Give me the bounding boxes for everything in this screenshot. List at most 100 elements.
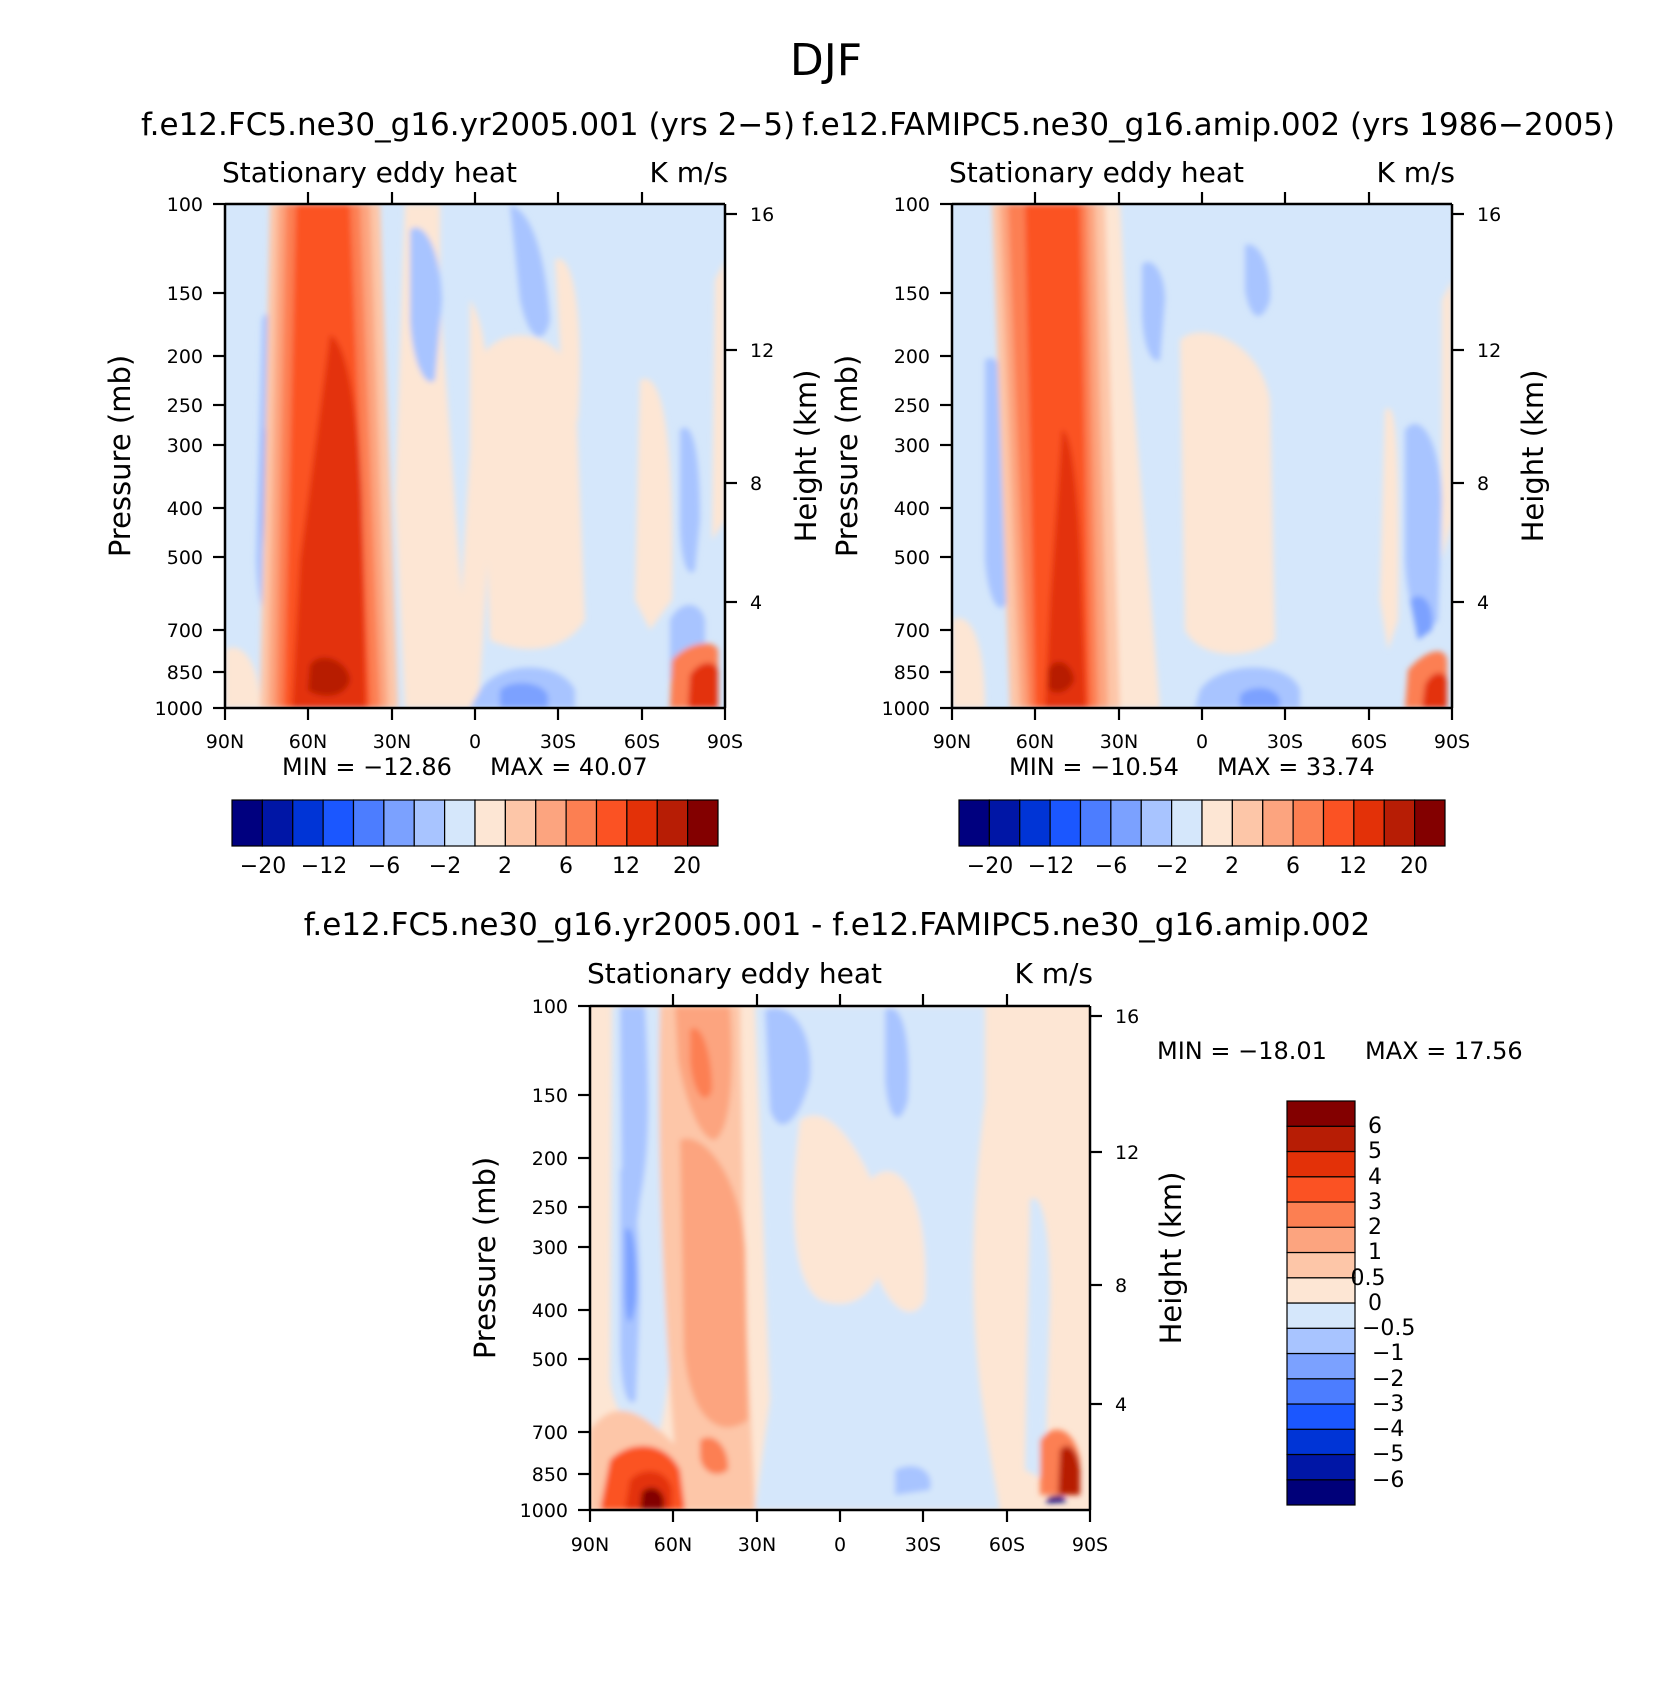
colorbar-cell — [1079, 799, 1112, 847]
colorbar-label: 0.5 — [1351, 1266, 1386, 1291]
y-tick-label: 700 — [532, 1422, 568, 1444]
field-region — [640, 1487, 664, 1510]
y-tick-label: 200 — [532, 1148, 568, 1170]
y-axis: 100 150 200 250 300 400 500 700 850 1000… — [468, 996, 592, 1522]
field-region — [1142, 261, 1165, 361]
x-axis: 90N 60N 30N 0 30S 60S 90S — [933, 192, 1470, 753]
y2-axis: 4 8 12 16 Height (km) — [1450, 204, 1550, 708]
field-region — [1405, 423, 1442, 628]
field-region — [1380, 408, 1399, 650]
colorbar-cell — [1286, 1302, 1356, 1329]
y2-axis: 4 8 12 16 Height (km) — [1088, 1006, 1188, 1510]
y-tick-label: 1000 — [520, 1500, 568, 1522]
field-region — [1410, 596, 1433, 640]
colorbar: 6 5 4 3 2 1 0.5 0 −0.5 −1 −2 −3 −4 −5 −6 — [1286, 1100, 1415, 1506]
field-region — [870, 1171, 926, 1312]
colorbar-cell — [383, 799, 415, 847]
colorbar-label: −3 — [1372, 1392, 1404, 1417]
y2-tick-label: 4 — [750, 592, 762, 614]
panel-top-left: f.e12.FC5.ne30_g16.yr2005.001 (yrs 2−5) … — [103, 107, 823, 879]
field-region — [410, 227, 442, 382]
x-tick-label: 30S — [540, 731, 576, 753]
y2-axis: 4 8 12 16 Height (km) — [723, 204, 823, 708]
y-tick-label: 300 — [894, 435, 930, 457]
colorbar-cell — [444, 799, 476, 847]
x-tick-label: 60N — [289, 731, 327, 753]
panel-difference: f.e12.FC5.ne30_g16.yr2005.001 - f.e12.FA… — [304, 907, 1523, 1556]
x-tick-label: 90N — [933, 731, 971, 753]
panel-subtitle-left: Stationary eddy heat — [949, 156, 1244, 189]
field-region — [1045, 430, 1086, 708]
field-region — [1180, 332, 1275, 654]
y-axis-label: Pressure (mb) — [830, 355, 864, 557]
colorbar-cell — [1286, 1378, 1356, 1405]
y-tick-label: 850 — [532, 1464, 568, 1486]
field-region — [952, 618, 985, 708]
y-tick-label: 700 — [167, 620, 203, 642]
colorbar-label: −12 — [1028, 854, 1074, 879]
y-tick-label: 100 — [167, 194, 203, 216]
y2-tick-label: 12 — [1477, 340, 1501, 362]
colorbar-cell — [474, 799, 506, 847]
page-title: DJF — [790, 35, 862, 86]
colorbar-cell — [565, 799, 598, 847]
y-tick-label: 200 — [894, 346, 930, 368]
colorbar-cell — [687, 799, 719, 847]
x-axis: 90N 60N 30N 0 30S 60S 90S — [571, 994, 1108, 1556]
field-region — [635, 378, 673, 630]
field-region — [712, 260, 725, 540]
max-label: MAX = 40.07 — [490, 753, 648, 781]
field-region — [510, 205, 550, 337]
y2-tick-label: 8 — [1477, 473, 1489, 495]
panel-title: f.e12.FC5.ne30_g16.yr2005.001 (yrs 2−5) — [141, 107, 795, 143]
panel-subtitle-left: Stationary eddy heat — [587, 957, 882, 990]
panel-subtitle-right: K m/s — [1014, 957, 1093, 990]
field-region — [1046, 1495, 1066, 1503]
colorbar-label: −6 — [1095, 854, 1127, 879]
colorbar-cell — [1322, 799, 1355, 847]
colorbar-label: −1 — [1372, 1341, 1404, 1366]
colorbar-cell — [1286, 1403, 1356, 1430]
field-region — [794, 1115, 887, 1304]
y2-axis-label: Height (km) — [1516, 370, 1550, 543]
colorbar: −20 −12 −6 −2 2 6 12 20 — [958, 799, 1446, 879]
colorbar: −20 −12 −6 −2 2 6 12 20 — [231, 799, 719, 879]
colorbar-cell — [1286, 1226, 1356, 1254]
colorbar-cell — [1286, 1251, 1356, 1279]
y-tick-label: 500 — [167, 547, 203, 569]
y-tick-label: 250 — [167, 395, 203, 417]
colorbar-cell — [595, 799, 628, 847]
panel-subtitle-left: Stationary eddy heat — [222, 156, 517, 189]
colorbar-label: 1 — [1368, 1240, 1382, 1265]
colorbar-cell — [1286, 1453, 1356, 1481]
y-tick-label: 200 — [167, 346, 203, 368]
y-tick-label: 150 — [894, 283, 930, 305]
colorbar-cell — [261, 799, 294, 847]
colorbar-cell — [656, 799, 689, 847]
x-tick-label: 30S — [905, 1534, 941, 1556]
contour-field — [952, 204, 1452, 708]
contour-field — [590, 1006, 1090, 1510]
y-axis-label: Pressure (mb) — [468, 1157, 502, 1359]
colorbar-cell — [1286, 1352, 1356, 1380]
field-region — [680, 427, 700, 573]
x-tick-label: 0 — [469, 731, 481, 753]
colorbar-label: −2 — [1156, 854, 1188, 879]
panel-subtitle-right: K m/s — [1376, 156, 1455, 189]
colorbar-cell — [1110, 799, 1142, 847]
field-region — [895, 1466, 931, 1495]
min-label: MIN = −18.01 — [1157, 1037, 1327, 1065]
colorbar-cell — [1231, 799, 1264, 847]
x-tick-label: 90S — [1072, 1534, 1108, 1556]
field-region — [680, 1138, 748, 1428]
colorbar-label: −20 — [967, 854, 1013, 879]
x-axis: 90N 60N 30N 0 30S 60S 90S — [206, 192, 743, 753]
colorbar-label: 12 — [1339, 854, 1367, 879]
colorbar-label: −12 — [301, 854, 347, 879]
colorbar-cell — [231, 799, 263, 847]
colorbar-label: 4 — [1368, 1165, 1382, 1190]
field-region — [308, 657, 350, 696]
colorbar-cell — [1201, 799, 1233, 847]
y-tick-label: 300 — [167, 435, 203, 457]
